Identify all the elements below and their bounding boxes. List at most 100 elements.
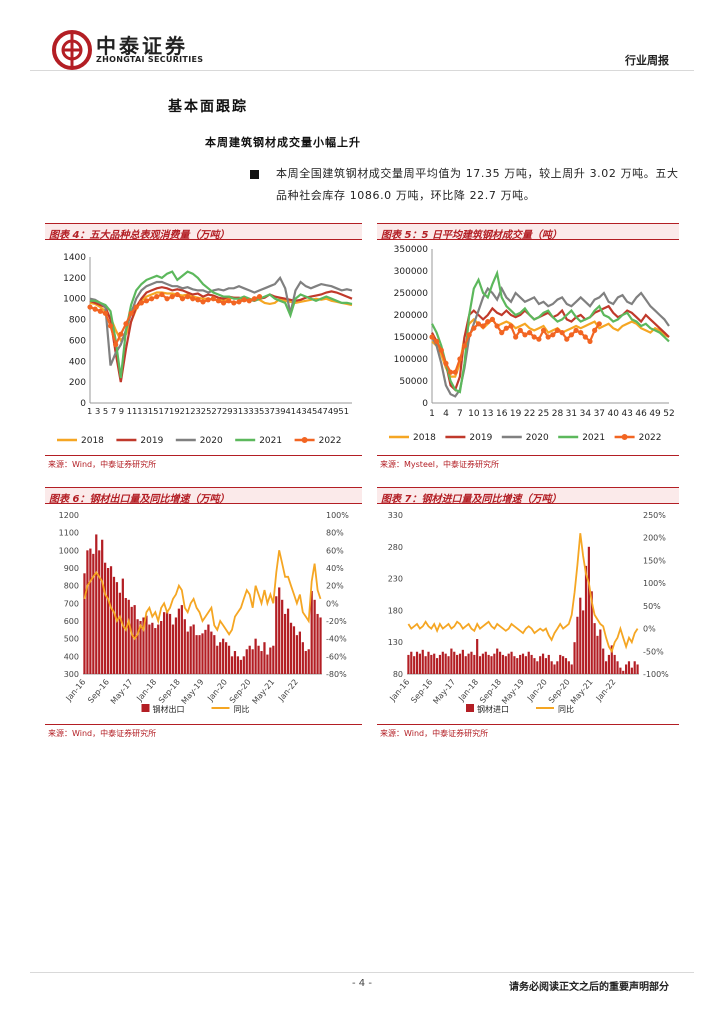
bar xyxy=(219,642,222,674)
series-point-2022 xyxy=(118,331,124,337)
logo-text-en: ZHONGTAI SECURITIES xyxy=(96,55,204,64)
legend-label: 2020 xyxy=(200,436,223,446)
bar xyxy=(275,596,278,674)
legend-label: 钢材进口 xyxy=(477,704,509,714)
series-line-2020 xyxy=(89,275,353,366)
figure-4-chart: 0 200 400 600 800 1000 1200 1400 1 3 5 7 9 11131… xyxy=(45,243,362,453)
x-tick-label: Jan-20 xyxy=(525,678,549,704)
x-tick-label: 40 xyxy=(608,409,620,419)
bar xyxy=(616,661,619,674)
y-tick-label: 1000 xyxy=(63,295,86,305)
series-point-2022 xyxy=(592,327,598,333)
legend-label: 2018 xyxy=(413,433,436,443)
bullet-square-icon xyxy=(250,170,259,179)
figure-6-header: 图表 6：钢材出口量及同比增速（万吨） xyxy=(45,487,362,505)
series-point-2022 xyxy=(251,296,257,302)
x-tick-label: May-17 xyxy=(109,678,135,706)
bar xyxy=(435,658,439,674)
y2-tick-label: 50% xyxy=(643,602,661,611)
y-tick-label: 1000 xyxy=(59,546,79,555)
summary-paragraph: 本周全国建筑钢材成交量周平均值为 17.35 万吨，较上周升 3.02 万吨。五… xyxy=(276,167,679,202)
bar xyxy=(104,562,107,674)
bar xyxy=(286,608,290,674)
bar xyxy=(201,633,204,674)
logo-mark-icon xyxy=(52,30,92,70)
bar xyxy=(163,612,166,674)
x-tick-label: 13 xyxy=(482,409,493,419)
y-tick-label: 900 xyxy=(64,564,79,573)
series-point-2022 xyxy=(190,296,196,302)
bar xyxy=(473,654,476,674)
series-point-2022 xyxy=(154,294,160,300)
series-point-2022 xyxy=(526,330,533,336)
series-point-2022 xyxy=(429,334,435,340)
section-subtitle: 本周建筑钢材成交量小幅上升 xyxy=(205,136,361,149)
x-tick-label: 49 xyxy=(649,409,661,419)
bar xyxy=(633,661,636,674)
y-tick-label: 50000 xyxy=(399,377,428,387)
bar xyxy=(627,661,631,674)
bar xyxy=(533,658,536,674)
bar xyxy=(584,565,588,674)
x-tick-label: May-19 xyxy=(180,678,206,706)
bar xyxy=(496,648,499,674)
bar xyxy=(498,651,502,674)
bar xyxy=(619,667,622,674)
series-point-2022 xyxy=(587,338,593,344)
y-tick-label: 200000 xyxy=(394,311,429,321)
y2-tick-label: 80% xyxy=(326,529,344,538)
logo-text-cn: 中泰证券 xyxy=(96,34,188,58)
bar xyxy=(487,654,490,674)
bar xyxy=(582,610,585,674)
bar xyxy=(630,667,633,674)
bar xyxy=(151,622,154,674)
page-number: - 4 - xyxy=(352,978,372,989)
series-point-2022 xyxy=(573,327,579,333)
legend-label: 钢材出口 xyxy=(153,704,185,714)
bar xyxy=(516,658,519,674)
bar xyxy=(227,645,231,674)
figure-6-title: 图表 6：钢材出口量及同比增速（万吨） xyxy=(49,494,230,505)
series-point-2022 xyxy=(489,316,496,322)
y2-tick-label: -40% xyxy=(326,635,347,644)
bar xyxy=(478,656,482,674)
figure-4-source-rule xyxy=(45,455,362,456)
x-tick-label: Sep-20 xyxy=(547,678,572,705)
legend-swatch xyxy=(141,704,150,712)
legend-marker xyxy=(301,437,308,443)
header-divider xyxy=(30,70,694,71)
x-tick-label: 7 xyxy=(457,409,463,419)
x-tick-label: May-21 xyxy=(250,678,276,706)
bar xyxy=(160,621,163,674)
bar xyxy=(610,645,613,674)
legend-label: 2019 xyxy=(469,433,492,443)
y-tick-label: 80 xyxy=(393,670,403,679)
series-point-2022 xyxy=(457,356,463,362)
legend-label: 2021 xyxy=(259,436,282,446)
bar xyxy=(171,624,175,674)
bar xyxy=(236,656,240,674)
bar xyxy=(418,653,421,674)
bar xyxy=(278,587,281,674)
series-point-2022 xyxy=(461,343,468,349)
x-tick-label: May-21 xyxy=(569,678,595,706)
series-point-2022 xyxy=(241,297,247,303)
legend-label: 2019 xyxy=(140,436,163,446)
series-point-2022 xyxy=(107,323,114,329)
x-tick-label: 1 xyxy=(429,409,435,419)
y-tick-label: 1200 xyxy=(63,274,86,284)
bar xyxy=(484,651,487,674)
bar xyxy=(115,582,119,674)
legend-label: 2022 xyxy=(639,433,662,443)
bar xyxy=(154,628,157,674)
series-point-2022 xyxy=(231,300,237,306)
bar xyxy=(470,651,473,674)
company-logo: 中泰证券 ZHONGTAI SECURITIES xyxy=(52,28,227,72)
series-point-2022 xyxy=(123,321,129,327)
bar xyxy=(458,653,462,674)
series-point-2022 xyxy=(503,325,509,331)
y2-tick-label: -80% xyxy=(326,670,347,679)
series-point-2022 xyxy=(554,327,561,333)
bar xyxy=(521,653,525,674)
y2-tick-label: 100% xyxy=(326,511,349,520)
